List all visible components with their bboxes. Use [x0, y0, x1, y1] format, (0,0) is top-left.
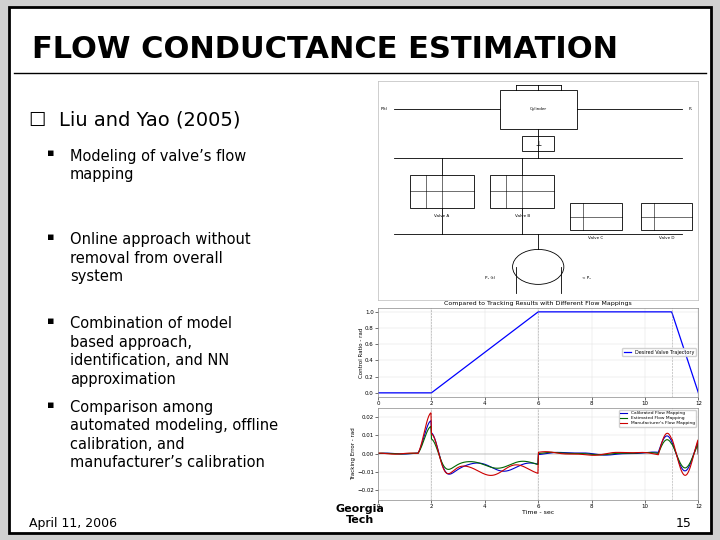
- Calibrated Flow Mapping: [616, 451, 625, 457]
- Line: Estimated Flow Mapping: Estimated Flow Mapping: [378, 427, 698, 469]
- Manufacturer's Flow Mapping: [427, 410, 436, 416]
- Bar: [570, 204, 621, 230]
- Desired Valve Trajectory: [694, 390, 703, 396]
- Calibrated Flow Mapping: [457, 464, 466, 471]
- Text: ▪: ▪: [47, 232, 54, 242]
- Desired Valve Trajectory: [528, 313, 536, 320]
- Estimated Flow Mapping: [564, 450, 572, 457]
- Text: April 11, 2006: April 11, 2006: [29, 517, 117, 530]
- Text: P₂: P₂: [689, 107, 693, 111]
- Manufacturer's Flow Mapping: [374, 450, 382, 456]
- Calibrated Flow Mapping: [564, 450, 572, 456]
- Y-axis label: Tracking Error - rad: Tracking Error - rad: [351, 427, 356, 480]
- Text: Valve C: Valve C: [588, 237, 603, 240]
- Estimated Flow Mapping: [444, 466, 453, 472]
- Bar: [490, 175, 554, 208]
- Text: Valve D: Valve D: [659, 237, 674, 240]
- Desired Valve Trajectory: [548, 308, 557, 315]
- Bar: [500, 90, 577, 129]
- Estimated Flow Mapping: [431, 441, 439, 448]
- Estimated Flow Mapping: [616, 450, 625, 456]
- Text: ▪: ▪: [47, 148, 54, 159]
- Line: Manufacturer's Flow Mapping: Manufacturer's Flow Mapping: [378, 413, 698, 475]
- Estimated Flow Mapping: [374, 450, 382, 457]
- Manufacturer's Flow Mapping: [520, 463, 528, 470]
- Text: Comparison among
automated modeling, offline
calibration, and
manufacturer’s cal: Comparison among automated modeling, off…: [70, 400, 278, 470]
- Text: Combination of model
based approach,
identification, and NN
approximation: Combination of model based approach, ide…: [70, 316, 232, 387]
- Line: Desired Valve Trajectory: Desired Valve Trajectory: [378, 312, 698, 393]
- Text: Cylinder: Cylinder: [530, 107, 546, 111]
- Y-axis label: Control Ratio - rad: Control Ratio - rad: [359, 327, 364, 377]
- Calibrated Flow Mapping: [694, 450, 703, 457]
- Text: P(t): P(t): [380, 107, 387, 111]
- Line: Calibrated Flow Mapping: Calibrated Flow Mapping: [378, 421, 698, 474]
- Calibrated Flow Mapping: [589, 450, 598, 457]
- Manufacturer's Flow Mapping: [487, 472, 495, 478]
- Desired Valve Trajectory: [637, 308, 646, 315]
- Text: ☐  Liu and Yao (2005): ☐ Liu and Yao (2005): [29, 111, 240, 130]
- Manufacturer's Flow Mapping: [564, 451, 572, 457]
- Text: 15: 15: [675, 517, 691, 530]
- Estimated Flow Mapping: [457, 460, 466, 466]
- Estimated Flow Mapping: [520, 458, 528, 464]
- Calibrated Flow Mapping: [431, 437, 439, 443]
- Text: ⊥: ⊥: [535, 141, 541, 147]
- Text: ▪: ▪: [47, 316, 54, 326]
- Text: Modeling of valve’s flow
mapping: Modeling of valve’s flow mapping: [70, 148, 246, 182]
- Text: Georgia
Tech: Georgia Tech: [336, 504, 384, 525]
- Desired Valve Trajectory: [565, 308, 574, 315]
- Manufacturer's Flow Mapping: [694, 451, 703, 457]
- Text: Valve B: Valve B: [515, 214, 530, 218]
- Bar: [410, 175, 474, 208]
- FancyBboxPatch shape: [9, 7, 711, 533]
- Text: Valve A: Valve A: [434, 214, 450, 218]
- Calibrated Flow Mapping: [427, 417, 436, 424]
- Desired Valve Trajectory: [374, 390, 382, 396]
- Title: Compared to Tracking Results with Different Flow Mappings: Compared to Tracking Results with Differ…: [444, 301, 632, 306]
- Text: < P₂: < P₂: [582, 276, 590, 280]
- Text: ▪: ▪: [47, 400, 54, 410]
- Legend: Desired Valve Trajectory: Desired Valve Trajectory: [623, 348, 696, 356]
- Bar: [522, 136, 554, 151]
- Desired Valve Trajectory: [534, 308, 543, 315]
- Estimated Flow Mapping: [427, 423, 436, 430]
- Calibrated Flow Mapping: [520, 461, 528, 467]
- Estimated Flow Mapping: [589, 451, 598, 458]
- Manufacturer's Flow Mapping: [589, 452, 598, 458]
- Legend: Calibrated Flow Mapping, Estimated Flow Mapping, Manufacturer's Flow Mapping: Calibrated Flow Mapping, Estimated Flow …: [619, 410, 696, 427]
- X-axis label: Time - sec: Time - sec: [522, 510, 554, 515]
- Bar: [641, 204, 692, 230]
- Manufacturer's Flow Mapping: [456, 463, 465, 470]
- Calibrated Flow Mapping: [374, 450, 382, 457]
- Desired Valve Trajectory: [526, 315, 534, 321]
- Manufacturer's Flow Mapping: [616, 449, 625, 456]
- Desired Valve Trajectory: [687, 368, 696, 375]
- Manufacturer's Flow Mapping: [431, 437, 439, 444]
- Estimated Flow Mapping: [694, 451, 703, 457]
- Text: FLOW CONDUCTANCE ESTIMATION: FLOW CONDUCTANCE ESTIMATION: [32, 35, 618, 64]
- Calibrated Flow Mapping: [445, 471, 454, 477]
- Text: P₁ (t): P₁ (t): [485, 276, 495, 280]
- Text: Online approach without
removal from overall
system: Online approach without removal from ove…: [70, 232, 251, 285]
